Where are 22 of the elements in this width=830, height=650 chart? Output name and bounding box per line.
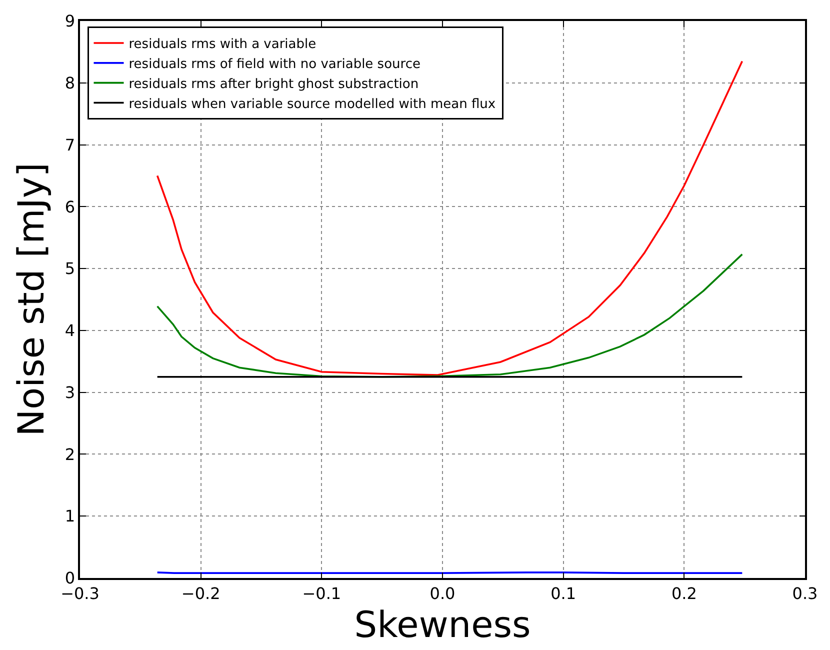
y-tick-label: 4 <box>64 321 76 340</box>
x-axis-title: Skewness <box>354 605 531 646</box>
x-tick-label: 0.3 <box>792 584 818 603</box>
line-series <box>156 253 744 378</box>
x-tick-label: 0.1 <box>550 584 576 603</box>
legend-label: residuals when variable source modelled with mean flux <box>128 96 496 112</box>
y-tick-label: 5 <box>64 259 76 278</box>
legend-label: residuals rms of field with no variable source <box>128 56 420 72</box>
x-tick-label: −0.2 <box>181 584 220 603</box>
y-tick-label: 2 <box>64 444 76 464</box>
legend-label: residuals rms after bright ghost substraction <box>128 76 419 92</box>
y-tick-label: 7 <box>64 135 76 154</box>
y-tick-label: 3 <box>64 382 76 402</box>
x-tick-label: 0.0 <box>430 584 456 603</box>
x-tick-label: 0.2 <box>671 584 697 603</box>
y-tick-label: 1 <box>64 506 76 526</box>
x-tick-label: −0.1 <box>302 584 342 603</box>
y-axis-title: Noise std [mJy] <box>11 162 52 436</box>
y-tick-label: 9 <box>64 12 76 31</box>
y-tick-label: 8 <box>64 73 76 92</box>
legend-label: residuals rms with a variable <box>128 37 316 52</box>
y-tick-label: 6 <box>64 197 76 216</box>
